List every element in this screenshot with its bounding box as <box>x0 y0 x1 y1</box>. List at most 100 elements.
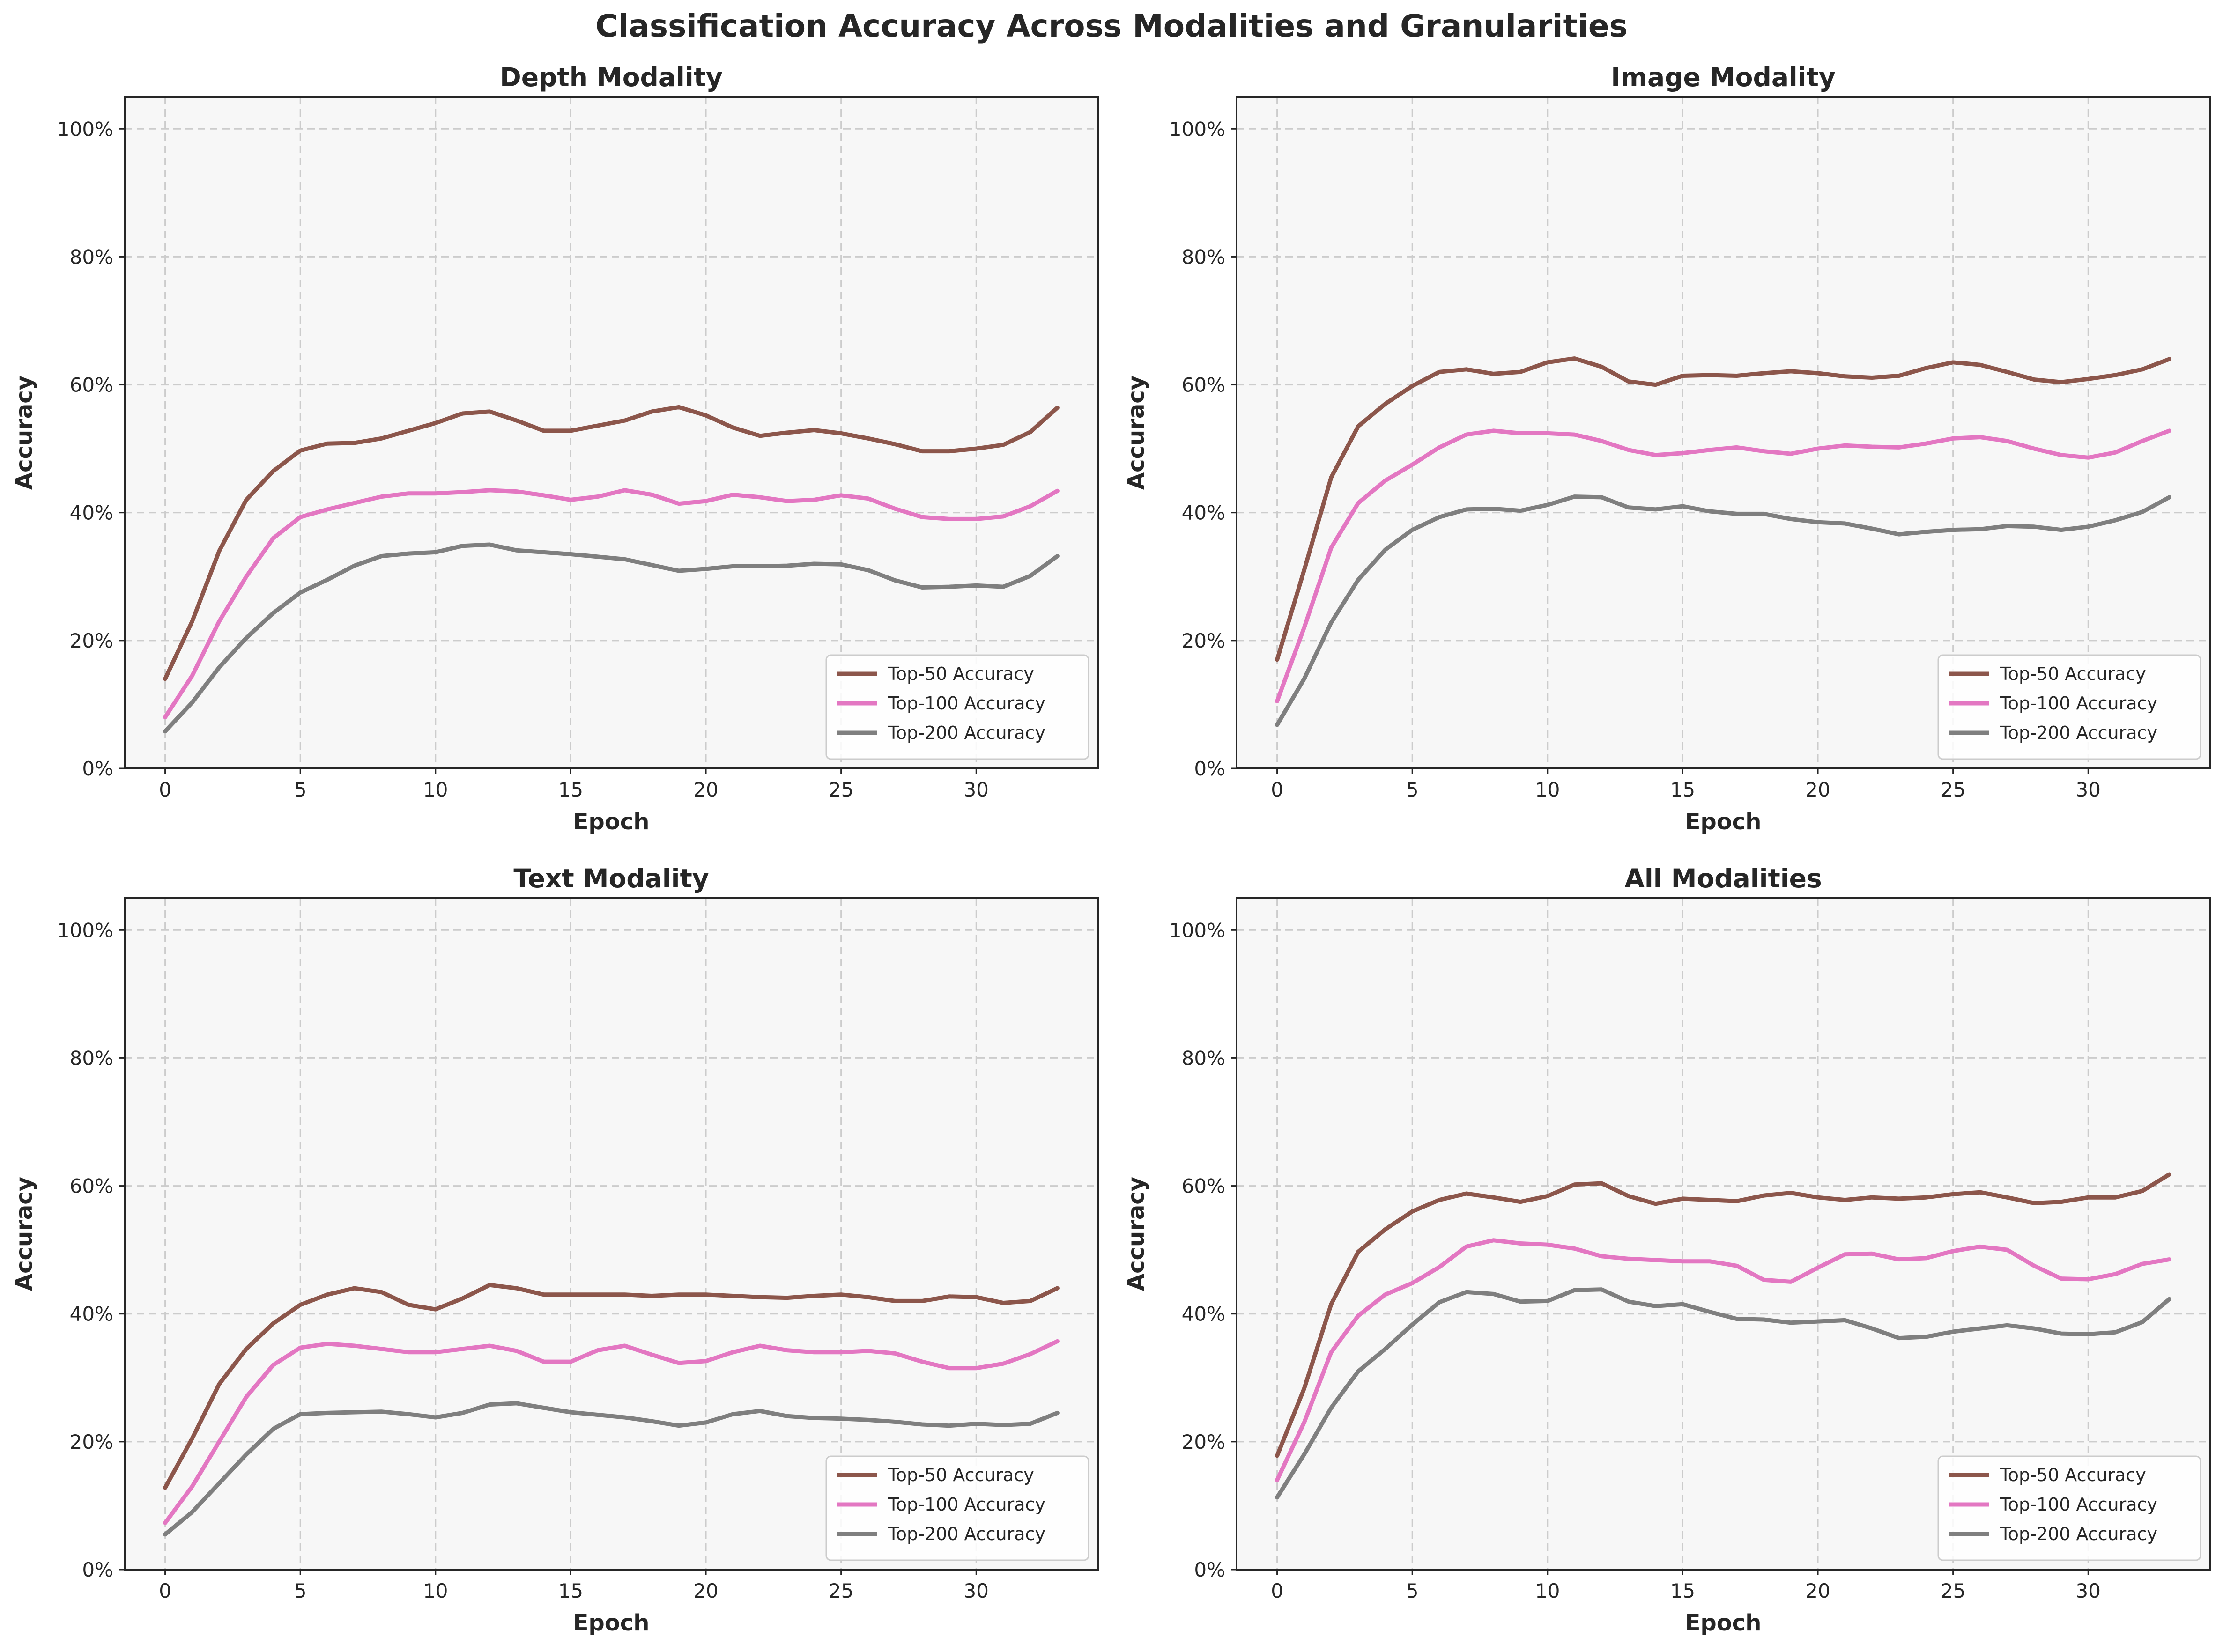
y-tick-label: 40% <box>1182 1303 1225 1326</box>
series-line-top-100-accuracy <box>163 1339 1060 1525</box>
legend-label: Top-100 Accuracy <box>888 1494 1045 1515</box>
x-tick-label: 0 <box>159 1579 171 1602</box>
y-tick-label: 80% <box>1182 245 1225 268</box>
legend-label: Top-200 Accuracy <box>888 1524 1045 1544</box>
y-tick-label: 40% <box>70 502 113 524</box>
x-tick-label: 15 <box>558 778 583 801</box>
x-tick-label: 5 <box>1406 778 1419 801</box>
x-tick-label: 30 <box>964 778 989 801</box>
x-tick-label: 0 <box>1271 778 1283 801</box>
x-tick-label: 10 <box>423 778 448 801</box>
series-line-top-50-accuracy <box>1275 1172 2171 1458</box>
chart-title: Text Modality <box>513 863 709 893</box>
axes-frame <box>1236 96 2211 769</box>
x-tick-label: 25 <box>829 1579 853 1602</box>
axes-frame <box>124 96 1099 769</box>
x-axis-label: Epoch <box>1685 809 1762 835</box>
chart-title: Image Modality <box>1611 62 1836 92</box>
y-tick-label: 80% <box>70 1047 113 1069</box>
y-tick-label: 40% <box>1182 502 1225 524</box>
y-tick-label: 100% <box>1169 118 1225 140</box>
x-tick-label: 20 <box>693 778 718 801</box>
y-tick-label: 100% <box>57 919 113 942</box>
y-tick-label: 0% <box>1194 757 1225 780</box>
y-axis-label: Accuracy <box>11 1177 37 1291</box>
x-tick-label: 30 <box>2076 1579 2101 1602</box>
x-tick-label: 25 <box>1941 778 1965 801</box>
x-tick-label: 5 <box>294 1579 307 1602</box>
y-tick-label: 20% <box>70 629 113 652</box>
x-tick-label: 25 <box>829 778 853 801</box>
x-tick-label: 5 <box>294 778 307 801</box>
chart-panel-3: 0 5 10 15 20 25 30 0% 20% 40% 60% 80% 100% Text Modal… <box>11 863 1099 1636</box>
legend-label: Top-100 Accuracy <box>2000 1494 2157 1515</box>
series-line-top-200-accuracy <box>1275 494 2171 727</box>
y-tick-label: 60% <box>1182 1175 1225 1198</box>
y-tick-label: 40% <box>70 1303 113 1326</box>
x-tick-label: 10 <box>423 1579 448 1602</box>
x-axis-label: Epoch <box>1685 1610 1762 1636</box>
axes-frame <box>124 897 1099 1571</box>
legend-label: Top-50 Accuracy <box>2000 664 2146 684</box>
y-tick-label: 100% <box>57 118 113 140</box>
series-line-top-200-accuracy <box>163 542 1060 734</box>
legend-box <box>825 1455 1089 1561</box>
series-line-top-50-accuracy <box>163 405 1060 681</box>
x-tick-label: 10 <box>1535 1579 1560 1602</box>
axes-frame <box>1236 897 2211 1571</box>
series-line-top-50-accuracy <box>1275 356 2171 662</box>
x-tick-label: 20 <box>1805 1579 1830 1602</box>
y-tick-label: 0% <box>82 1558 113 1581</box>
legend-label: Top-200 Accuracy <box>2000 723 2157 743</box>
y-tick-label: 60% <box>1182 374 1225 397</box>
x-tick-label: 5 <box>1406 1579 1419 1602</box>
x-tick-label: 20 <box>693 1579 718 1602</box>
x-axis-label: Epoch <box>573 809 650 835</box>
y-tick-label: 80% <box>1182 1047 1225 1069</box>
y-axis-label: Accuracy <box>11 376 37 490</box>
x-axis-label: Epoch <box>573 1610 650 1636</box>
y-tick-label: 80% <box>70 245 113 268</box>
x-tick-label: 25 <box>1941 1579 1965 1602</box>
series-line-top-200-accuracy <box>1275 1287 2171 1500</box>
y-tick-label: 60% <box>70 374 113 397</box>
legend-label: Top-100 Accuracy <box>888 693 1045 714</box>
legend-label: Top-50 Accuracy <box>2000 1465 2146 1485</box>
legend-label: Top-200 Accuracy <box>888 723 1045 743</box>
x-tick-label: 0 <box>1271 1579 1283 1602</box>
figure-title: Classification Accuracy Across Modalitie… <box>595 8 1628 44</box>
y-axis-label: Accuracy <box>1123 1177 1149 1291</box>
x-tick-label: 15 <box>558 1579 583 1602</box>
legend-box <box>1937 654 2201 760</box>
x-tick-label: 10 <box>1535 778 1560 801</box>
x-tick-label: 0 <box>159 778 171 801</box>
x-tick-label: 15 <box>1670 778 1695 801</box>
chart-title: All Modalities <box>1624 863 1822 893</box>
legend-label: Top-50 Accuracy <box>888 664 1034 684</box>
legend-label: Top-50 Accuracy <box>888 1465 1034 1485</box>
chart-panel-2: 0 5 10 15 20 25 30 0% 20% 40% 60% 80% 100% Image Moda… <box>1123 62 2211 835</box>
series-line-top-100-accuracy <box>1275 428 2171 704</box>
x-tick-label: 15 <box>1670 1579 1695 1602</box>
legend-box <box>1937 1455 2201 1561</box>
x-tick-label: 30 <box>2076 778 2101 801</box>
y-tick-label: 100% <box>1169 919 1225 942</box>
chart-panel-1: 0 5 10 15 20 25 30 0% 20% 40% 60% 80% 100% Depth Moda… <box>11 62 1099 835</box>
y-tick-label: 0% <box>82 757 113 780</box>
x-tick-label: 20 <box>1805 778 1830 801</box>
legend: Top-50 Accuracy Top-100 Accuracy Top-200 A… <box>1937 1455 2201 1561</box>
series-line-top-100-accuracy <box>163 488 1060 720</box>
legend: Top-50 Accuracy Top-100 Accuracy Top-200 A… <box>825 654 1089 760</box>
chart-panel-4: 0 5 10 15 20 25 30 0% 20% 40% 60% 80% 100% All Modali… <box>1123 863 2211 1636</box>
y-axis-label: Accuracy <box>1123 376 1149 490</box>
legend: Top-50 Accuracy Top-100 Accuracy Top-200 A… <box>825 1455 1089 1561</box>
legend-label: Top-200 Accuracy <box>2000 1524 2157 1544</box>
series-line-top-50-accuracy <box>163 1283 1060 1490</box>
y-tick-label: 20% <box>1182 629 1225 652</box>
x-tick-label: 30 <box>964 1579 989 1602</box>
series-line-top-200-accuracy <box>163 1401 1060 1537</box>
legend-box <box>825 654 1089 760</box>
legend: Top-50 Accuracy Top-100 Accuracy Top-200 A… <box>1937 654 2201 760</box>
series-line-top-100-accuracy <box>1275 1238 2171 1482</box>
